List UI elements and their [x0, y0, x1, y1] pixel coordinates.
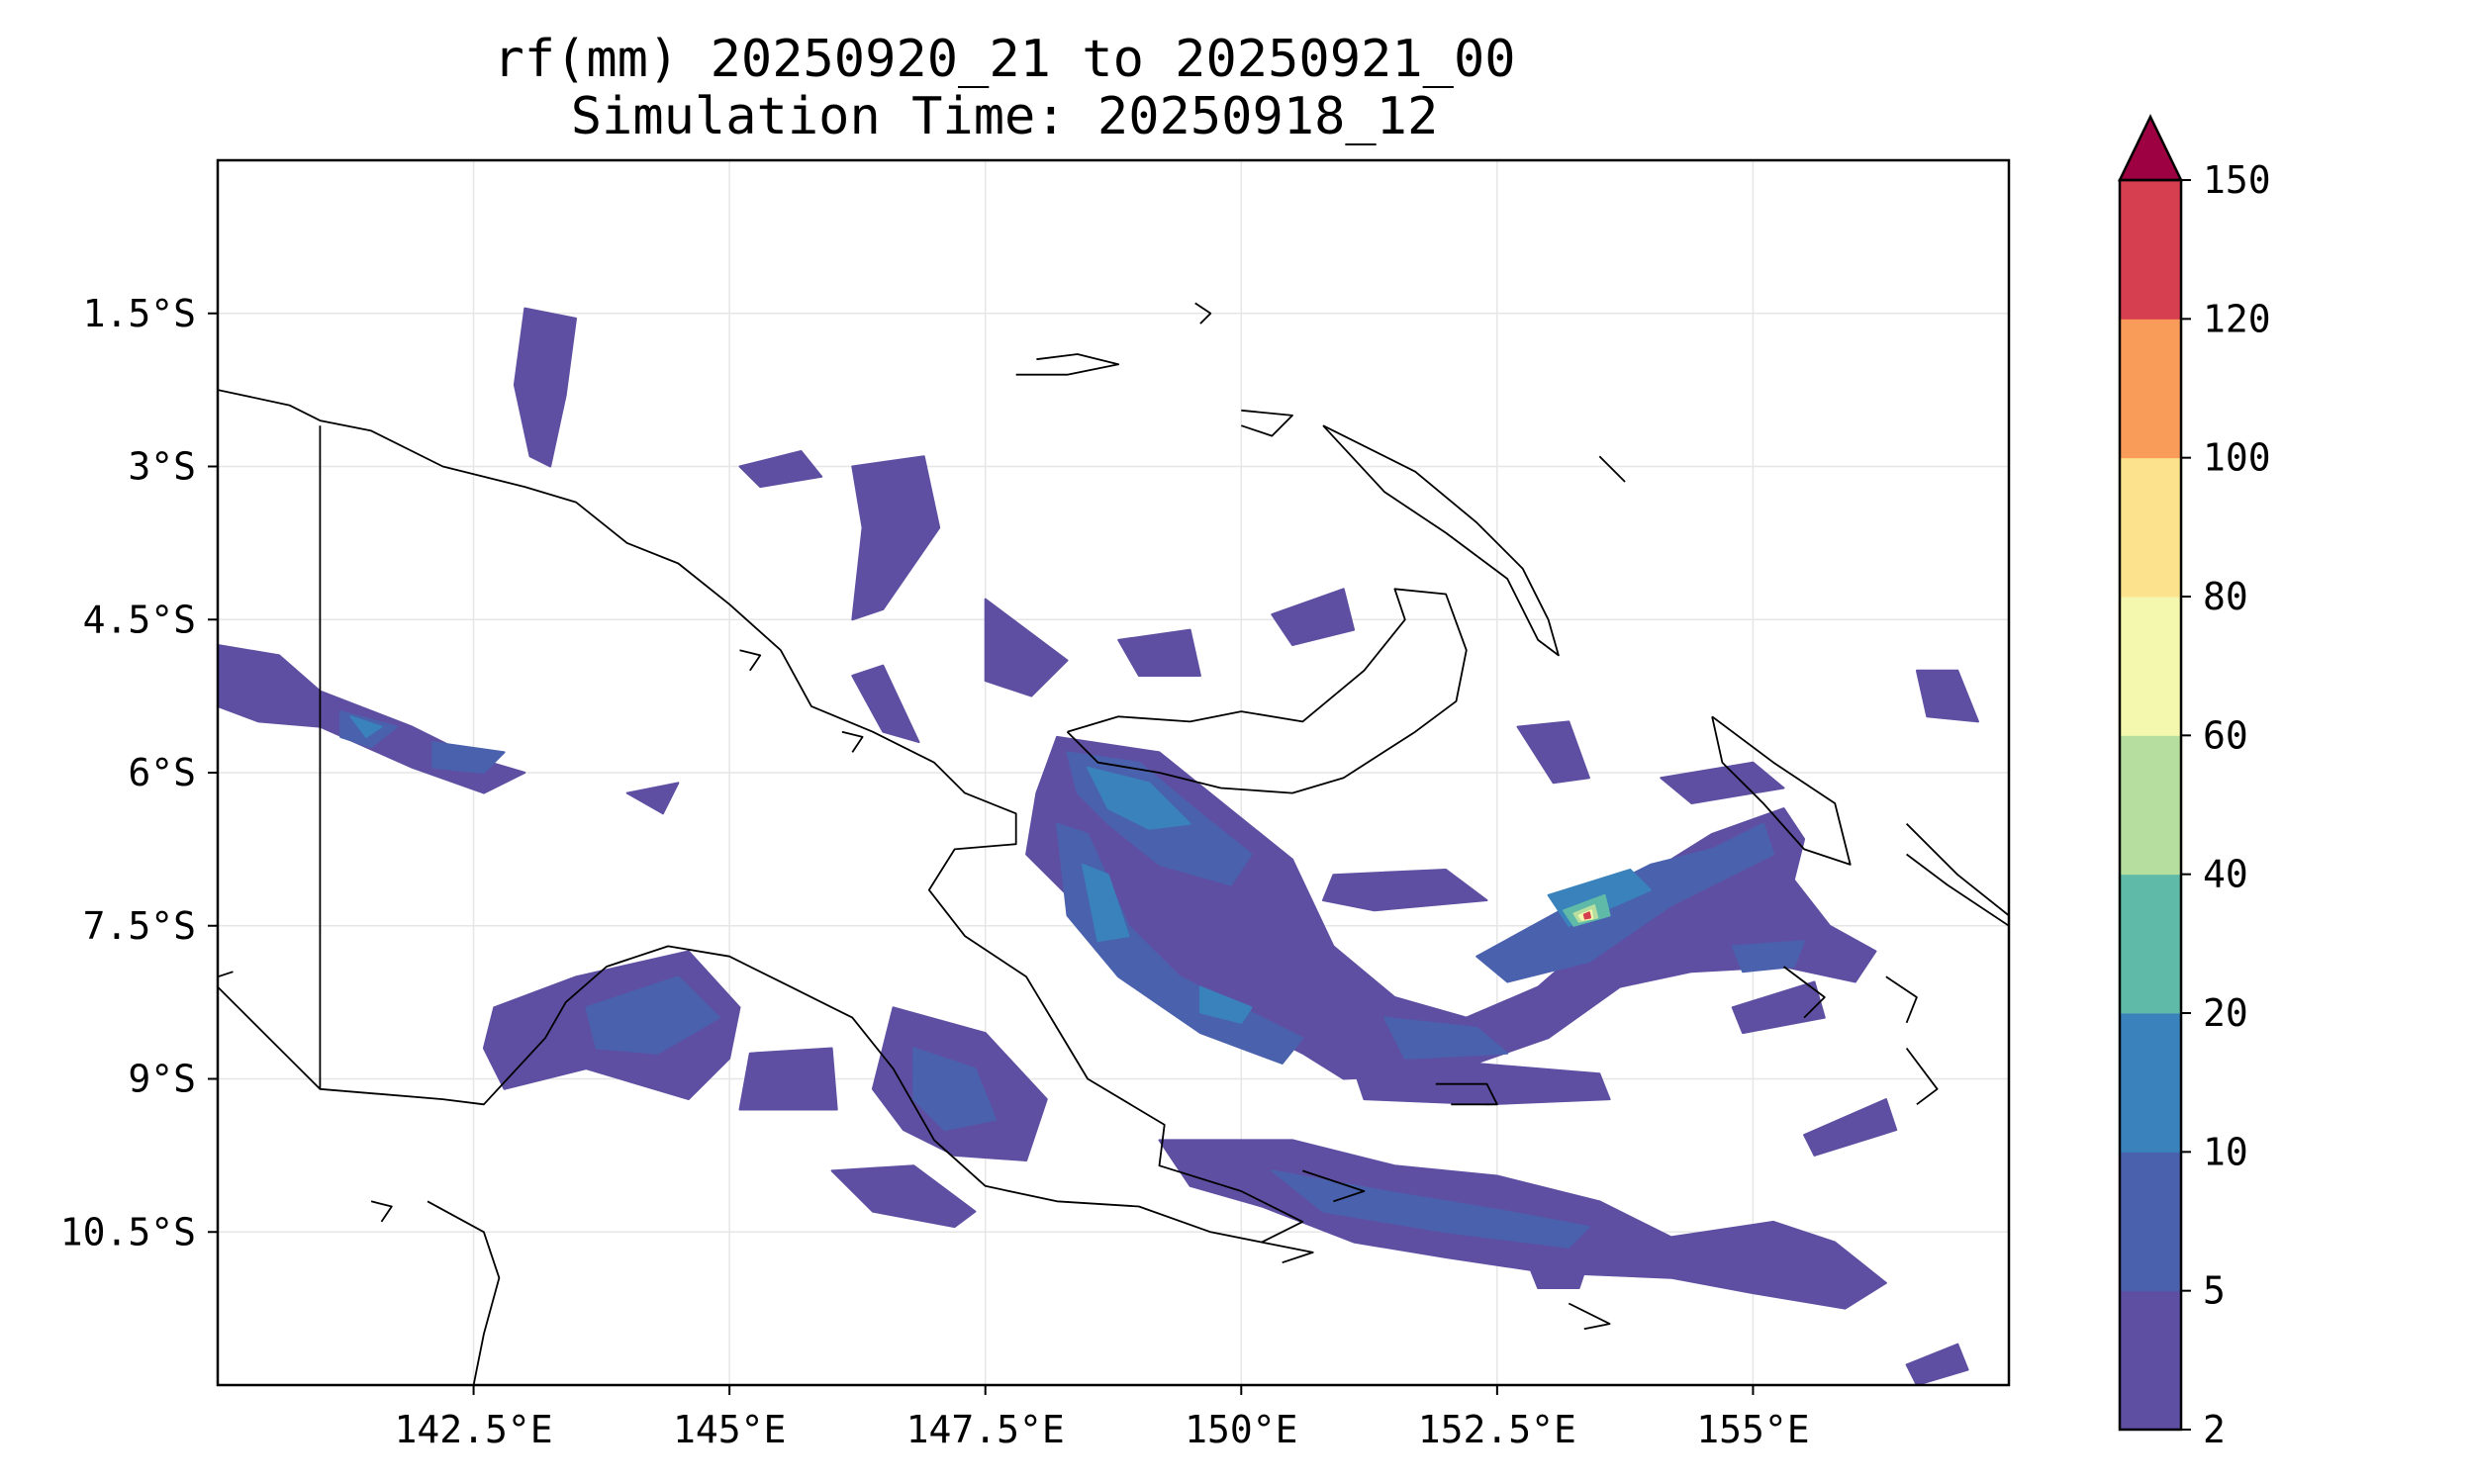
- rain-area-34: [1087, 766, 1191, 830]
- rain-area-22: [1905, 1343, 1969, 1385]
- colorbar-segment: [2120, 874, 2181, 1014]
- coastline-15: [1885, 975, 1918, 1024]
- colorbar-segment: [2120, 1013, 2181, 1153]
- colorbar: 2 5 10 20 40 60 80 100 120 150: [2118, 114, 2271, 1451]
- lat-tick-label: 9°S: [128, 1058, 196, 1101]
- colorbar-tick-label: 5: [2203, 1269, 2226, 1313]
- coastline-16: [1905, 1047, 1939, 1106]
- lat-tick-label: 10.5°S: [60, 1210, 196, 1253]
- longitude-axis: 142.5°E 145°E 147.5°E 150°E 152.5°E 155°E: [394, 1385, 1810, 1451]
- lon-tick-label: 152.5°E: [1418, 1408, 1576, 1451]
- rain-area-17: [1322, 869, 1488, 912]
- rain-area-20: [625, 782, 680, 815]
- rain-area-12: [1516, 720, 1590, 785]
- colorbar-frame: [2118, 178, 2183, 1432]
- coastline-1: [1066, 588, 1468, 794]
- colorbar-segment: [2120, 457, 2181, 598]
- rain-area-16: [1117, 628, 1201, 677]
- rain-area-3: [984, 598, 1069, 697]
- lon-tick-label: 155°E: [1696, 1408, 1809, 1451]
- rain-area-32: [431, 741, 506, 774]
- rain-area-33: [1731, 940, 1806, 974]
- rain-area-29: [912, 1047, 998, 1132]
- colorbar-segment: [2120, 1152, 2181, 1292]
- coastline-3: [1711, 715, 1852, 866]
- map-subtitle: Simulation Time: 20250918_12: [570, 87, 1439, 146]
- colorbar-tick-label: 100: [2203, 436, 2271, 480]
- colorbar-tick-label: 60: [2203, 713, 2248, 757]
- coastline-10: [1435, 1082, 1498, 1106]
- colorbar-tick-label: 150: [2203, 158, 2271, 202]
- colorbar-tick-label: 10: [2203, 1130, 2248, 1173]
- rain-area-27: [1271, 1169, 1590, 1249]
- colorbar-tick-label: 40: [2203, 853, 2248, 896]
- rain-area-28: [585, 975, 720, 1055]
- rain-area-10: [830, 1164, 977, 1229]
- rain-area-4: [851, 664, 920, 744]
- coastline-14: [1782, 966, 1826, 1019]
- coastline-18: [739, 649, 762, 672]
- lon-tick-label: 145°E: [673, 1408, 786, 1451]
- rain-area-38: [349, 715, 383, 738]
- lon-tick-label: 147.5°E: [906, 1408, 1065, 1451]
- coastline-6: [427, 1200, 501, 1385]
- colorbar-tick-label: 2: [2203, 1408, 2226, 1451]
- rain-area-19: [1803, 1098, 1898, 1157]
- lat-tick-label: 7.5°S: [83, 904, 196, 948]
- colorbar-tick-label: 120: [2203, 297, 2271, 340]
- colorbar-segment: [2120, 1290, 2181, 1431]
- coastline-4: [1905, 822, 2009, 927]
- colorbar-tick-label: 80: [2203, 575, 2248, 618]
- coastline-17: [1598, 455, 1626, 483]
- colorbar-tick-label: 20: [2203, 991, 2248, 1035]
- lon-tick-label: 142.5°E: [394, 1408, 552, 1451]
- coastline-21: [370, 1200, 393, 1223]
- rain-area-21: [738, 450, 823, 489]
- coastline-11: [1302, 1169, 1366, 1203]
- rain-area-18: [1731, 980, 1826, 1035]
- rain-area-30: [1383, 1016, 1509, 1060]
- colorbar-segment: [2120, 597, 2181, 736]
- rain-area-8: [738, 1047, 838, 1111]
- coastlines: [218, 302, 2009, 1385]
- lat-tick-label: 3°S: [128, 445, 196, 489]
- rain-area-36: [1198, 985, 1253, 1024]
- lat-tick-label: 1.5°S: [83, 292, 196, 335]
- rainfall-contours: [218, 307, 1979, 1385]
- rain-area-35: [1082, 863, 1130, 943]
- lat-tick-label: 4.5°S: [83, 598, 196, 641]
- map-title: rf(mm) 20250920_21 to 20250921_00: [493, 30, 1516, 89]
- colorbar-segment: [2120, 319, 2181, 459]
- rain-area-13: [1660, 761, 1785, 804]
- coastline-13: [1568, 1302, 1611, 1331]
- coastline-7: [1015, 353, 1120, 376]
- lat-tick-label: 6°S: [128, 751, 196, 794]
- coastline-20: [218, 971, 234, 978]
- colorbar-segment: [2120, 180, 2181, 320]
- latitude-axis: 1.5°S 3°S 4.5°S 6°S 7.5°S 9°S 10.5°S: [60, 292, 218, 1253]
- coastline-8: [1194, 302, 1212, 325]
- colorbar-segment: [2120, 735, 2181, 876]
- colorbar-extend-arrow: [2118, 114, 2183, 182]
- lon-tick-label: 150°E: [1185, 1408, 1297, 1451]
- coastline-0: [218, 389, 1304, 1244]
- rain-area-15: [1271, 588, 1356, 646]
- coastline-19: [841, 730, 864, 753]
- coastline-12: [1261, 1241, 1314, 1264]
- rain-area-1: [513, 307, 577, 468]
- rain-area-42: [1582, 911, 1591, 920]
- rain-area-2: [851, 455, 941, 621]
- rain-area-14: [1915, 669, 1979, 723]
- rain-area-23: [1526, 1256, 1590, 1289]
- coastline-9: [1241, 409, 1293, 437]
- coastline-2: [1322, 424, 1560, 657]
